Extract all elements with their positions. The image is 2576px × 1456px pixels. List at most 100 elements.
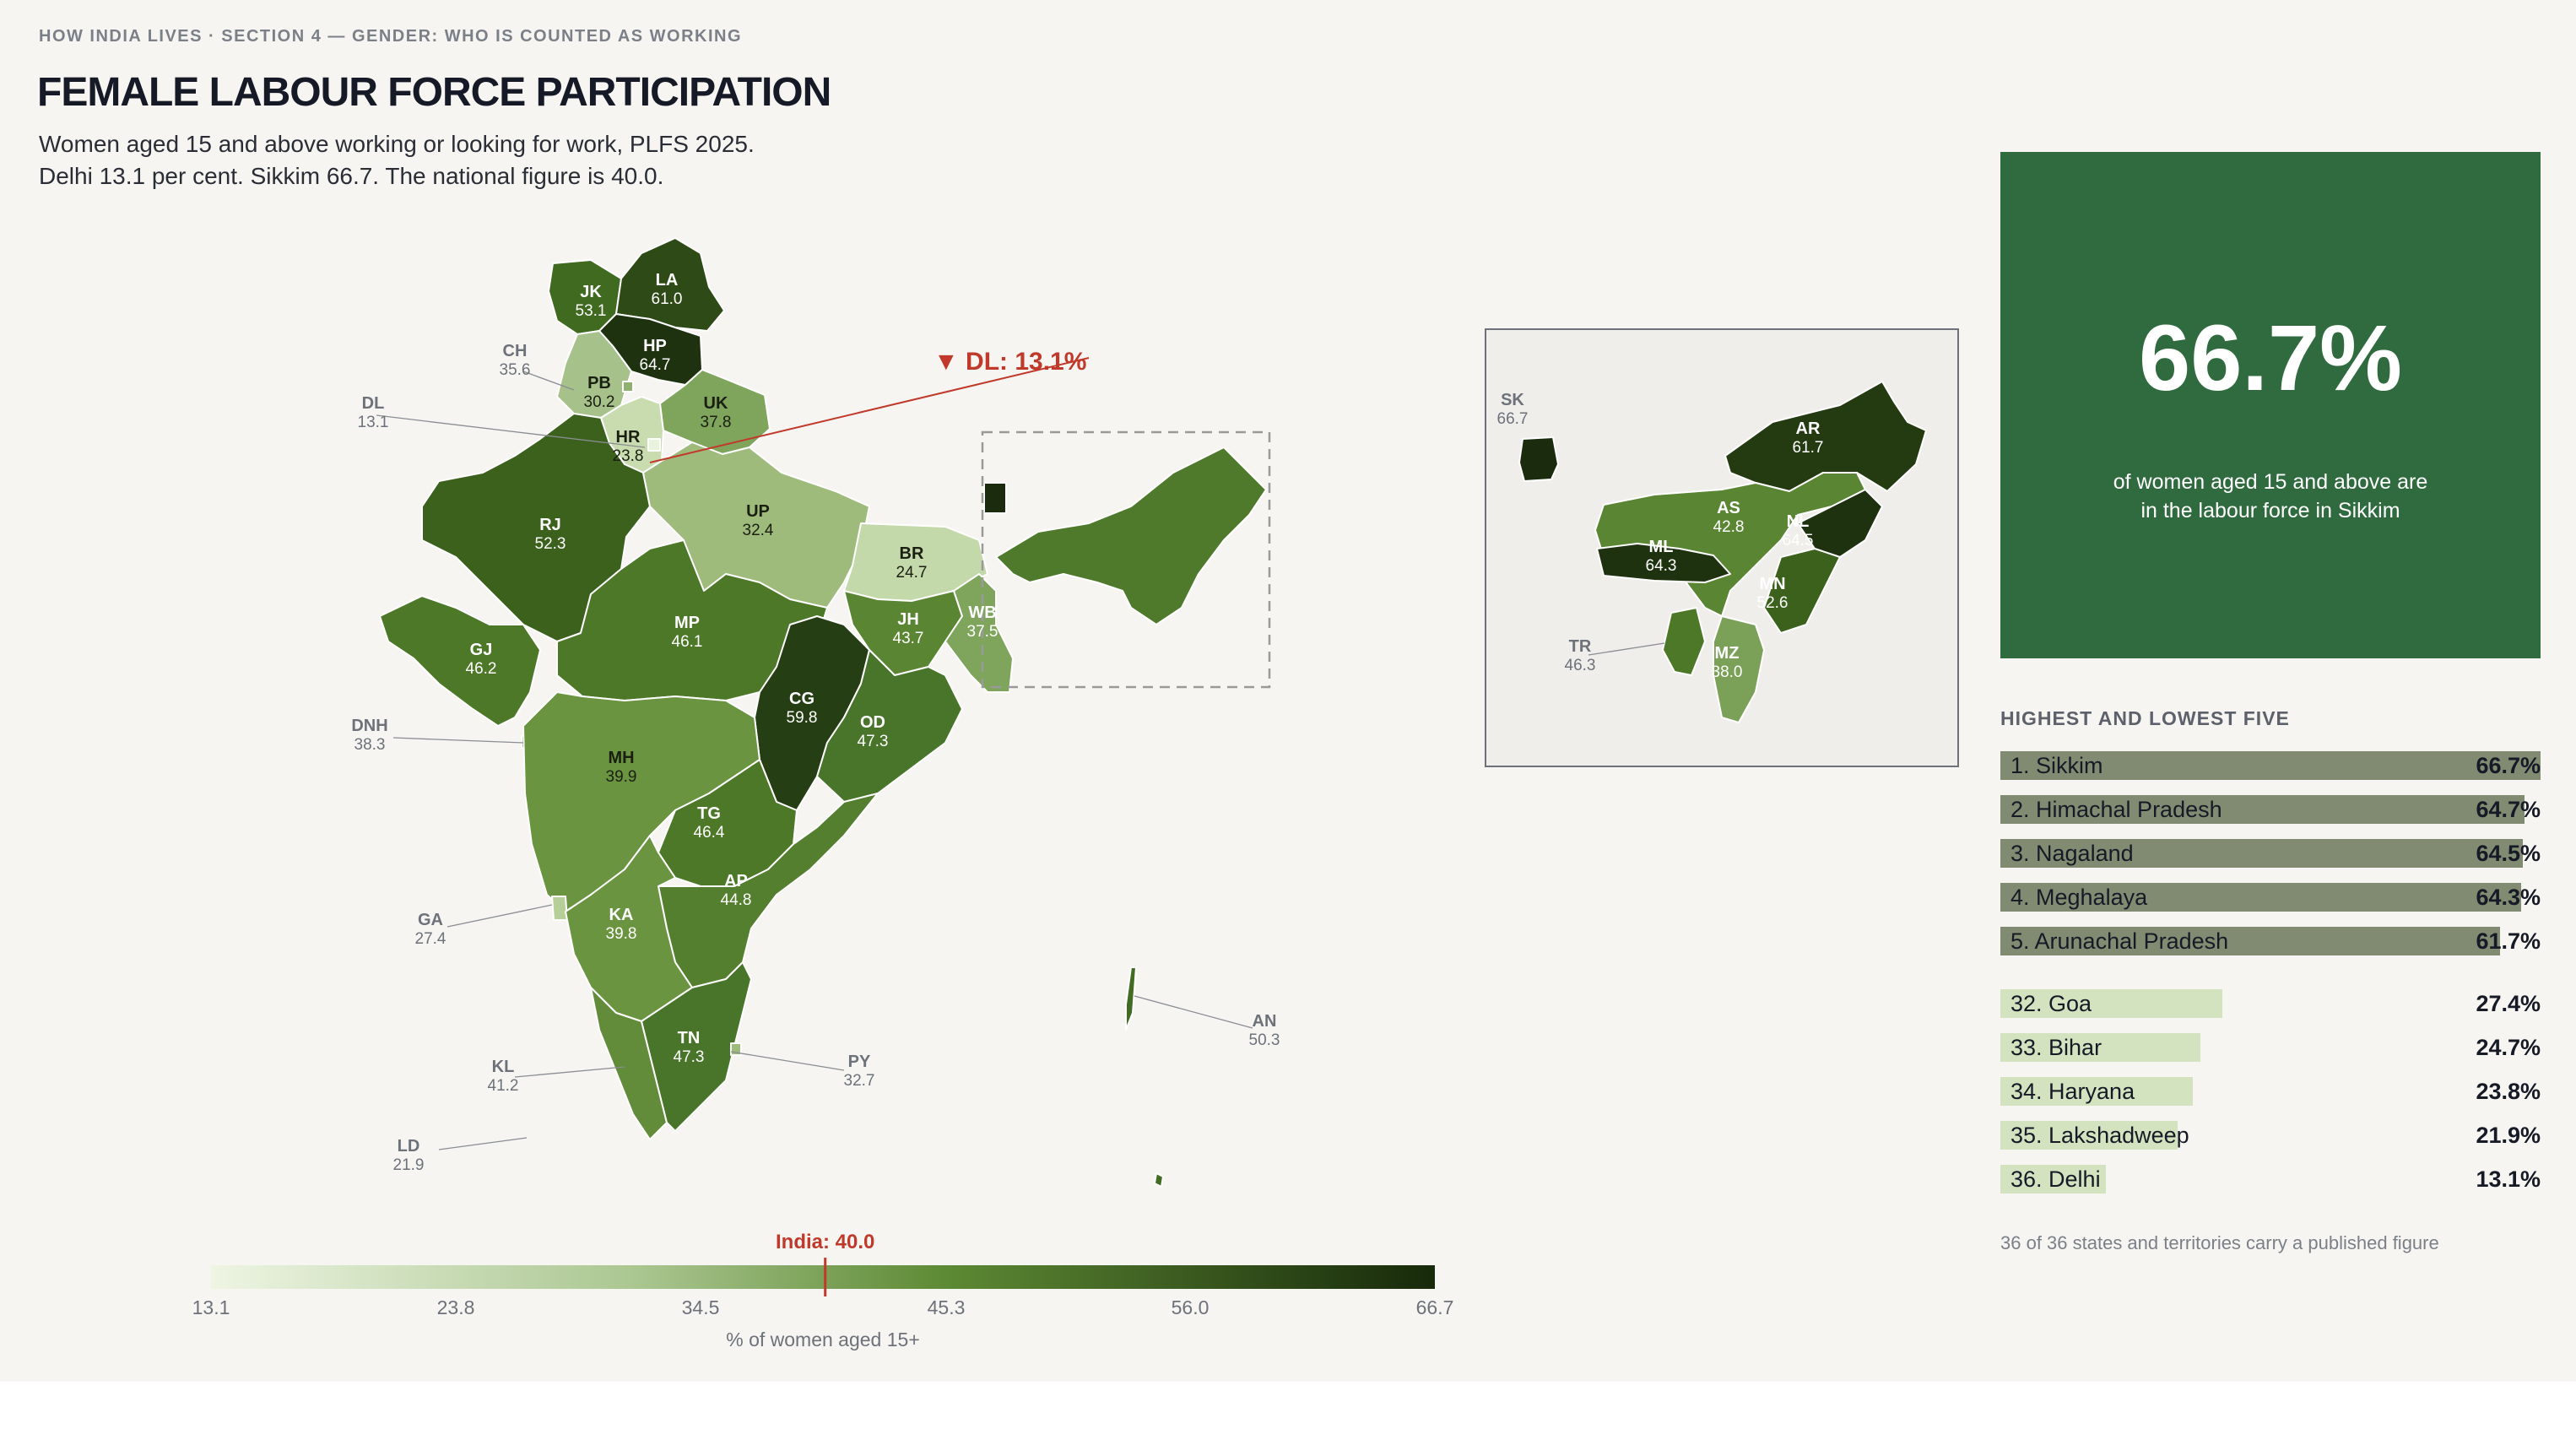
rank-value: 13.1%	[2476, 1166, 2541, 1192]
inset-state-mz[interactable]	[1713, 615, 1765, 723]
subtitle-line-2: Delhi 13.1 per cent. Sikkim 66.7. The na…	[39, 163, 664, 189]
map-label-od: OD	[860, 713, 885, 732]
map-label-tn: TN	[678, 1029, 701, 1047]
map-label-ap: AP	[724, 872, 748, 890]
map-label-ch: CH	[503, 342, 528, 360]
map-label-py: PY	[848, 1053, 871, 1071]
inset-state-tr[interactable]	[1662, 607, 1706, 676]
inset-state-mn[interactable]	[1763, 548, 1841, 634]
map-label-cg: CG	[789, 690, 814, 708]
map-value-tg: 46.4	[694, 824, 725, 842]
legend-tick: 45.3	[927, 1296, 966, 1318]
state-ga[interactable]	[551, 896, 568, 921]
inset-value-nl: 64.5	[1783, 532, 1814, 549]
inset-label-mz: MZ	[1715, 644, 1740, 663]
map-value-cg: 59.8	[787, 709, 818, 727]
state-od[interactable]	[816, 649, 963, 803]
rank-value: 64.3%	[2476, 885, 2541, 910]
inset-state-nl[interactable]	[1797, 489, 1883, 558]
state-dl[interactable]	[647, 438, 661, 452]
rank-row-top-3: 4. Meghalaya 64.3%	[2000, 883, 2541, 912]
rank-name: 1. Sikkim	[2010, 753, 2103, 778]
map-value-ka: 39.8	[606, 925, 637, 943]
rank-bar	[2000, 751, 2541, 780]
state-wb[interactable]	[944, 573, 1014, 693]
map-label-hr: HR	[616, 428, 641, 447]
rank-bar	[2000, 883, 2521, 912]
inset-value-ar: 61.7	[1793, 439, 1824, 457]
rank-bar	[2000, 927, 2500, 955]
map-label-dl: DL	[362, 394, 385, 413]
rank-row-top-2: 3. Nagaland 64.5%	[2000, 839, 2541, 868]
rank-row-top-0: 1. Sikkim 66.7%	[2000, 751, 2541, 780]
rank-value: 61.7%	[2476, 928, 2541, 954]
map-label-tg: TG	[697, 804, 721, 823]
map-value-jk: 53.1	[576, 302, 607, 320]
state-sk-mini[interactable]	[983, 482, 1007, 514]
rank-row-bottom-1: 33. Bihar 24.7%	[2000, 1033, 2541, 1062]
island-an-1[interactable]	[1125, 966, 1137, 1031]
inset-state-ml[interactable]	[1596, 543, 1731, 583]
hero-card: 66.7% of women aged 15 and above are in t…	[2000, 152, 2541, 658]
state-ch[interactable]	[622, 381, 634, 392]
rank-row-bottom-2: 34. Haryana 23.8%	[2000, 1077, 2541, 1106]
map-value-ld: 21.9	[393, 1156, 425, 1174]
rank-row-bottom-4: 36. Delhi 13.1%	[2000, 1165, 2541, 1193]
map-value-uk: 37.8	[701, 414, 732, 431]
map-value-mh: 39.9	[606, 768, 637, 786]
rank-row-top-4: 5. Arunachal Pradesh 61.7%	[2000, 927, 2541, 955]
hero-caption: of women aged 15 and above are in the lab…	[2085, 468, 2456, 525]
map-label-rj: RJ	[539, 516, 561, 534]
inset-state-sk[interactable]	[1518, 436, 1559, 482]
rank-value: 64.5%	[2476, 841, 2541, 866]
map-value-wb: 37.5	[967, 623, 998, 641]
inset-value-mn: 52.6	[1757, 594, 1789, 612]
map-label-wb: WB	[968, 604, 996, 622]
map-value-hr: 23.8	[613, 447, 644, 465]
inset-label-tr: TR	[1569, 637, 1592, 656]
rank-bar	[2000, 1033, 2200, 1062]
inset-label-sk: SK	[1501, 391, 1524, 409]
map-value-up: 32.4	[743, 522, 774, 539]
map-value-jh: 43.7	[893, 630, 924, 647]
rank-name: 32. Goa	[2010, 991, 2092, 1016]
inset-label-ar: AR	[1796, 419, 1821, 438]
hero-caption-line-1: of women aged 15 and above are	[2113, 470, 2428, 494]
map-label-pb: PB	[587, 374, 611, 392]
map-value-kl: 41.2	[488, 1077, 519, 1095]
map-value-mp: 46.1	[672, 633, 703, 651]
map-value-dnh: 38.3	[354, 736, 386, 754]
map-label-ga: GA	[418, 911, 443, 929]
island-an-2[interactable]	[1154, 1172, 1164, 1188]
state-gj[interactable]	[379, 595, 541, 727]
rank-value: 27.4%	[2476, 991, 2541, 1016]
hero-caption-line-2: in the labour force in Sikkim	[2140, 499, 2400, 522]
ranking-heading: HIGHEST AND LOWEST FIVE	[2000, 707, 2290, 729]
delhi-callout: ▼ DL: 13.1%	[934, 348, 1086, 376]
map-value-br: 24.7	[896, 564, 928, 582]
legend-tick: 56.0	[1171, 1296, 1210, 1318]
inset-value-sk: 66.7	[1497, 410, 1529, 428]
map-label-dnh: DNH	[351, 717, 387, 735]
map-label-uk: UK	[704, 394, 728, 413]
map-value-gj: 46.2	[466, 660, 497, 678]
rank-name: 5. Arunachal Pradesh	[2010, 928, 2229, 954]
inset-label-ml: ML	[1649, 538, 1674, 556]
delhi-callout-line	[649, 357, 1090, 463]
ranking-footnote: 36 of 36 states and territories carry a …	[2000, 1232, 2439, 1253]
rank-bar	[2000, 989, 2223, 1018]
map-label-mp: MP	[674, 614, 700, 632]
subtitle-line-1: Women aged 15 and above working or looki…	[39, 131, 755, 157]
state-ne-mini[interactable]	[995, 447, 1267, 625]
inset-label-as: AS	[1717, 499, 1740, 517]
rank-bar	[2000, 1121, 2178, 1150]
page-subtitle: Women aged 15 and above working or looki…	[39, 128, 967, 192]
rank-name: 2. Himachal Pradesh	[2010, 797, 2222, 822]
inset-value-ml: 64.3	[1646, 557, 1677, 575]
rank-row-bottom-3: 35. Lakshadweep 21.9%	[2000, 1121, 2541, 1150]
map-value-dl: 13.1	[358, 414, 389, 431]
rank-value: 64.7%	[2476, 797, 2541, 822]
legend-color-ramp	[211, 1265, 1435, 1289]
rank-value: 23.8%	[2476, 1079, 2541, 1104]
